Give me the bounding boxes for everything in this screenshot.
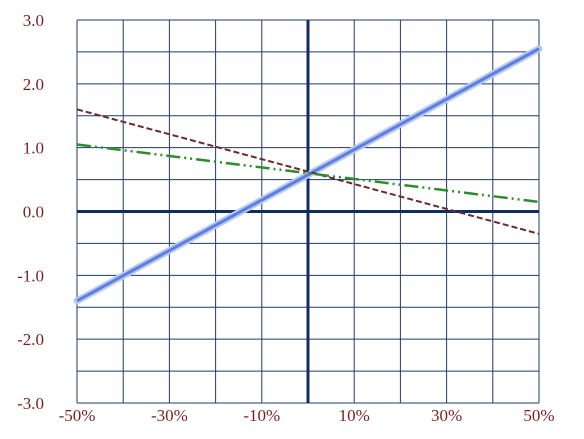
series-line-1: [76, 47, 540, 303]
x-tick-labels: -50% -30% -10% 10% 30% 50%: [59, 406, 555, 425]
y-tick-label: 3.0: [23, 11, 44, 30]
zero-axes: [77, 20, 539, 403]
x-tick-label: -10%: [243, 406, 280, 425]
x-tick-label: 50%: [523, 406, 554, 425]
y-tick-label: 1.0: [23, 139, 44, 158]
series-line-2: [76, 108, 540, 235]
series-lines: [73, 45, 543, 305]
y-tick-label: 0.0: [23, 203, 44, 222]
y-tick-label: -2.0: [17, 330, 44, 349]
y-tick-label: 2.0: [23, 75, 44, 94]
y-tick-label: -1.0: [17, 266, 44, 285]
y-tick-labels: 3.0 2.0 1.0 0.0 -1.0 -2.0 -3.0: [17, 11, 44, 413]
x-tick-label: 30%: [431, 406, 462, 425]
x-tick-label: -30%: [151, 406, 188, 425]
x-tick-label: -50%: [59, 406, 96, 425]
y-tick-label: -3.0: [17, 394, 44, 413]
x-tick-label: 10%: [339, 406, 370, 425]
